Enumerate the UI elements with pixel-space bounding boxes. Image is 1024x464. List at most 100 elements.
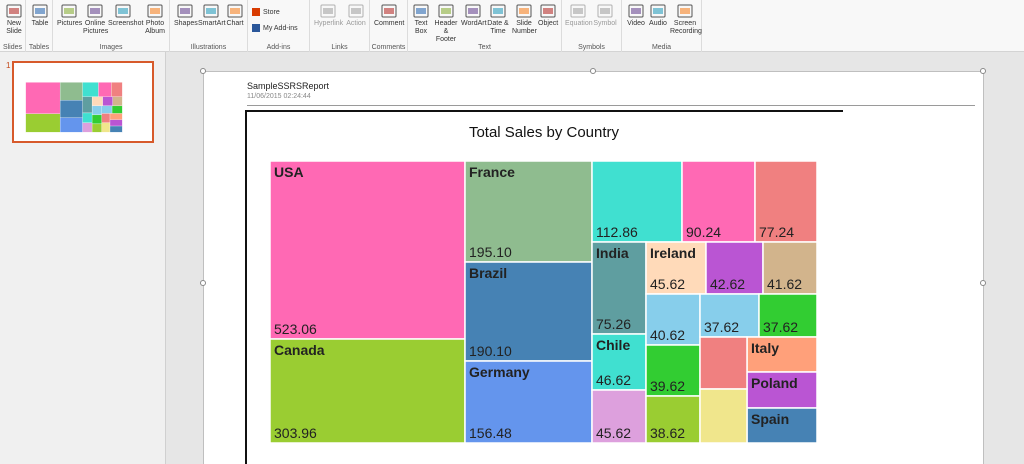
resize-handle-right[interactable] — [980, 280, 986, 286]
treemap-cell-spain — [746, 407, 818, 444]
date-time-button[interactable]: Date & Time — [487, 3, 509, 36]
treemap-cell — [762, 241, 818, 295]
thumbnail-treemap-cell — [102, 96, 113, 107]
thumbnail-treemap-cell — [101, 113, 111, 123]
button-label: Symbol — [593, 20, 617, 27]
equation-button[interactable]: Equation — [565, 3, 593, 28]
ribbon-group-label: Tables — [28, 44, 50, 51]
chart-button[interactable]: Chart — [226, 3, 244, 28]
thumbnail-treemap-cell — [98, 82, 112, 97]
treemap-value: 40.62 — [650, 327, 685, 343]
slide-canvas[interactable]: SampleSSRSReport 11/06/2015 02:24:44 Tot… — [200, 68, 986, 464]
photo-album-button[interactable]: Photo Album — [143, 3, 167, 36]
treemap-label: Canada — [274, 342, 325, 358]
object-icon — [540, 4, 556, 18]
ribbon-group-label: Add-ins — [266, 44, 291, 51]
slide-number-button[interactable]: Slide Number — [512, 3, 537, 36]
thumbnail-treemap-cell-chile — [82, 112, 93, 123]
ribbon-group-illustrations: Illustrations — [170, 0, 248, 52]
slide-thumbnail-panel: 1 — [0, 52, 166, 464]
symbol-button[interactable]: Symbol — [593, 3, 617, 28]
object-button[interactable]: Object — [538, 3, 558, 28]
button-label: Photo Album — [145, 20, 165, 35]
button-label: Date & Time — [487, 20, 509, 35]
hyperlink-icon — [320, 4, 336, 18]
button-label: Hyperlink — [314, 20, 344, 27]
thumbnail-treemap-cell — [91, 123, 102, 133]
video-button[interactable]: Video — [626, 3, 646, 28]
ribbon-group-comments: Comments — [370, 0, 408, 52]
equation-icon — [570, 4, 586, 18]
header-footer-button[interactable]: Header & Footer — [433, 3, 459, 44]
resize-handle-top-right[interactable] — [980, 68, 986, 74]
online-pictures-button[interactable]: Online Pictures — [83, 3, 108, 36]
audio-icon — [650, 4, 666, 18]
button-label: Screenshot — [108, 20, 144, 27]
screenshot-icon — [115, 4, 131, 18]
treemap-value: 77.24 — [759, 224, 794, 240]
new-slide-button[interactable]: New Slide — [4, 3, 24, 36]
ribbon-group-label: Symbols — [578, 44, 605, 51]
pictures-button[interactable]: Pictures — [57, 3, 83, 28]
treemap-label: Ireland — [650, 245, 696, 261]
treemap-value: 37.62 — [704, 319, 739, 335]
treemap-cell — [645, 344, 701, 397]
resize-handle-top[interactable] — [590, 68, 596, 74]
hyperlink-button[interactable]: Hyperlink — [314, 3, 344, 28]
slide-thumbnail[interactable] — [12, 61, 154, 143]
screenshot-button[interactable]: Screenshot — [108, 3, 143, 28]
button-label: Pictures — [57, 20, 83, 27]
thumbnail-treemap-cell-ireland — [91, 96, 103, 107]
button-label: Comment — [374, 20, 405, 27]
ribbon-group-symbols: Symbols — [562, 0, 622, 52]
text-box-button[interactable]: Text Box — [412, 3, 430, 36]
chart-icon — [227, 4, 243, 18]
treemap-cell-india — [591, 241, 647, 335]
audio-button[interactable]: Audio — [648, 3, 668, 28]
treemap-value: 90.24 — [686, 224, 721, 240]
thumbnail-treemap-cell — [101, 105, 113, 114]
chart-frame[interactable]: Total Sales by Country — [245, 110, 843, 464]
slide-number-icon — [516, 4, 532, 18]
new-slide-icon — [6, 4, 22, 18]
shapes-button[interactable]: Shapes — [174, 3, 198, 28]
shapes-icon — [177, 4, 193, 18]
button-label: Text Box — [414, 20, 428, 35]
resize-handle-left[interactable] — [200, 280, 206, 286]
treemap-cell — [591, 160, 683, 243]
table-button[interactable]: Table — [30, 3, 50, 28]
treemap-value: 39.62 — [650, 378, 685, 394]
treemap-cell — [754, 160, 818, 243]
treemap-cell-france — [464, 160, 593, 263]
treemap-value: 46.62 — [596, 372, 631, 388]
resize-handle-top-left[interactable] — [200, 68, 206, 74]
screen-recording-button[interactable]: Screen Recording — [670, 3, 702, 36]
my-add-ins-button[interactable]: My Add-ins — [252, 24, 298, 32]
treemap-cell — [699, 388, 748, 444]
treemap-value: 75.26 — [596, 316, 631, 332]
comment-button[interactable]: Comment — [374, 3, 404, 28]
ribbon-group-label: Images — [99, 44, 123, 51]
button-label: New Slide — [6, 20, 22, 35]
treemap-cell-canada — [269, 338, 466, 444]
ribbon-group-add-ins: Add-ins — [248, 0, 310, 52]
treemap-cell-ireland — [645, 241, 707, 295]
ribbon-group-label: Comments — [371, 44, 406, 51]
online-pictures-icon — [87, 4, 103, 18]
button-label: Slide Number — [512, 20, 537, 35]
button-label: Store — [263, 8, 280, 16]
store-button[interactable]: Store — [252, 8, 280, 16]
photo-album-icon — [147, 4, 163, 18]
thumbnail-treemap-cell-india — [82, 96, 93, 114]
ribbon-group-tables: Tables — [26, 0, 53, 52]
treemap-cell-brazil — [464, 261, 593, 362]
report-date: 11/06/2015 02:24:44 — [247, 93, 311, 100]
action-button[interactable]: Action — [345, 3, 367, 28]
treemap-label: Italy — [751, 340, 779, 356]
wordart-button[interactable]: WordArt — [461, 3, 487, 28]
smartart-button[interactable]: SmartArt — [198, 3, 226, 28]
treemap-cell — [758, 293, 818, 338]
symbol-icon — [597, 4, 613, 18]
treemap-value: 45.62 — [650, 276, 685, 292]
treemap-label: Chile — [596, 337, 630, 353]
